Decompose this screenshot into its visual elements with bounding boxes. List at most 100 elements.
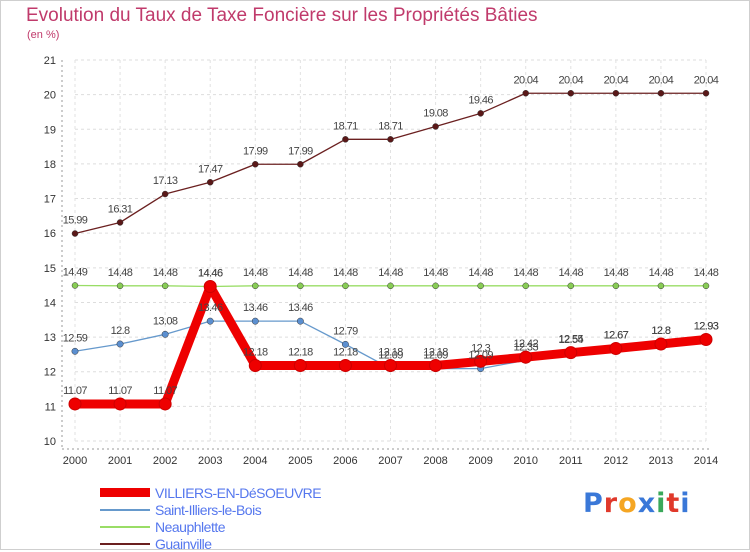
y-tick-label: 18 — [44, 159, 56, 171]
logo-letter: x — [637, 488, 657, 519]
data-label-neauphlette: 14.48 — [604, 267, 629, 279]
data-label-villiers-en-d-soeuvre: 12.67 — [604, 330, 629, 342]
data-label-guainville: 18.71 — [333, 120, 358, 132]
legend-label-villiers: VILLIERS-EN-DéSOEUVRE — [155, 484, 322, 501]
data-label-guainville: 17.47 — [198, 163, 223, 175]
data-label-neauphlette: 14.48 — [288, 267, 313, 279]
data-label-saint-illiers-le-bois: 13.46 — [198, 302, 223, 314]
data-labels: 15.99 16.31 17.13 17.47 17.99 17.99 18.71 18.71… — [63, 74, 720, 397]
point-saint-illiers-le-bois — [206, 317, 214, 325]
series-layer — [68, 90, 713, 411]
data-label-neauphlette: 14.48 — [153, 267, 178, 279]
x-tick-label: 2003 — [198, 455, 222, 467]
data-label-neauphlette: 14.48 — [243, 267, 268, 279]
data-label-guainville: 16.31 — [108, 203, 133, 215]
point-guainville — [477, 110, 484, 117]
x-tick-label: 2012 — [604, 455, 628, 467]
data-label-guainville: 17.99 — [288, 145, 313, 157]
point-saint-illiers-le-bois — [161, 330, 169, 338]
legend-label-saint-illiers: Saint-Illiers-le-Bois — [155, 501, 262, 518]
point-villiers-en-d-soeuvre — [158, 397, 172, 411]
data-label-villiers-en-d-soeuvre: 12.8 — [651, 325, 670, 337]
point-guainville — [71, 230, 79, 237]
data-label-neauphlette: 14.48 — [333, 267, 358, 279]
point-guainville — [612, 90, 620, 97]
data-label-guainville: 15.99 — [63, 215, 88, 227]
data-label-villiers-en-d-soeuvre: 12.3 — [471, 342, 490, 354]
data-label-neauphlette: 14.48 — [649, 267, 674, 279]
x-tick-label: 2010 — [513, 455, 537, 467]
data-label-guainville: 20.04 — [694, 74, 719, 86]
legend-label-guainville: Guainville — [155, 535, 212, 552]
point-neauphlette — [612, 282, 620, 290]
logo-letter: i — [656, 488, 667, 519]
x-tick-label: 2000 — [63, 455, 87, 467]
point-villiers-en-d-soeuvre — [699, 333, 713, 347]
legend-swatch-guainville — [100, 542, 150, 545]
point-villiers-en-d-soeuvre — [68, 397, 82, 411]
point-neauphlette — [702, 282, 710, 290]
data-label-saint-illiers-le-bois: 12.54 — [559, 334, 584, 346]
point-neauphlette — [477, 282, 484, 290]
point-neauphlette — [116, 282, 124, 290]
point-villiers-en-d-soeuvre — [248, 358, 262, 372]
y-tick-label: 20 — [44, 90, 56, 102]
data-label-saint-illiers-le-bois: 13.08 — [153, 315, 178, 327]
x-tick-label: 2011 — [559, 455, 583, 467]
point-neauphlette — [522, 282, 529, 290]
y-tick-label: 10 — [44, 436, 56, 448]
point-saint-illiers-le-bois — [71, 347, 79, 355]
legend: VILLIERS-EN-DéSOEUVRE Saint-Illiers-le-B… — [100, 484, 322, 552]
point-villiers-en-d-soeuvre — [609, 342, 623, 356]
data-label-neauphlette: 14.48 — [423, 267, 448, 279]
point-villiers-en-d-soeuvre — [384, 358, 397, 372]
point-guainville — [206, 179, 214, 186]
point-neauphlette — [387, 282, 394, 290]
legend-label-neauphlette: Neauphlette — [155, 518, 226, 535]
point-guainville — [522, 90, 529, 97]
data-label-neauphlette: 14.48 — [468, 267, 493, 279]
point-guainville — [342, 136, 349, 143]
data-label-villiers-en-d-soeuvre: 12.42 — [513, 338, 538, 350]
data-label-villiers-en-d-soeuvre: 11.07 — [153, 385, 177, 397]
data-label-saint-illiers-le-bois: 12.93 — [694, 321, 719, 333]
point-villiers-en-d-soeuvre — [293, 358, 307, 372]
point-guainville — [116, 219, 124, 226]
data-label-guainville: 19.46 — [468, 94, 493, 106]
data-label-neauphlette: 14.46 — [198, 268, 223, 280]
x-tick-label: 2007 — [378, 455, 402, 467]
legend-swatch-saint-illiers — [100, 508, 150, 511]
logo-letter: t — [666, 488, 681, 519]
point-neauphlette — [252, 282, 259, 290]
legend-item-saint-illiers: Saint-Illiers-le-Bois — [100, 501, 321, 518]
point-villiers-en-d-soeuvre — [203, 280, 217, 294]
data-label-neauphlette: 14.48 — [108, 267, 133, 279]
data-label-saint-illiers-le-bois: 12.09 — [378, 350, 403, 362]
data-label-saint-illiers-le-bois: 13.46 — [243, 302, 268, 314]
point-neauphlette — [161, 282, 169, 290]
data-label-villiers-en-d-soeuvre: 12.18 — [288, 346, 313, 358]
point-saint-illiers-le-bois — [296, 317, 304, 325]
data-label-villiers-en-d-soeuvre: 14.46 — [198, 268, 223, 280]
y-tick-label: 11 — [45, 401, 56, 413]
point-villiers-en-d-soeuvre — [429, 358, 443, 372]
x-tick-label: 2002 — [153, 455, 177, 467]
data-label-guainville: 19.08 — [423, 108, 448, 120]
point-guainville — [161, 190, 169, 198]
data-label-villiers-en-d-soeuvre: 12.18 — [423, 346, 448, 358]
data-label-guainville: 17.99 — [243, 145, 268, 157]
point-guainville — [387, 136, 394, 143]
data-label-guainville: 20.04 — [559, 74, 584, 86]
y-tick-label: 19 — [44, 124, 56, 136]
point-saint-illiers-le-bois — [251, 317, 259, 325]
logo-letter: r — [603, 488, 619, 519]
data-label-guainville: 18.71 — [378, 120, 403, 132]
x-tick-label: 2013 — [649, 455, 673, 467]
data-label-neauphlette: 14.49 — [63, 266, 88, 278]
point-guainville — [252, 161, 259, 168]
point-neauphlette — [342, 282, 349, 290]
y-tick-label: 16 — [44, 228, 56, 240]
data-label-neauphlette: 14.48 — [694, 267, 719, 279]
